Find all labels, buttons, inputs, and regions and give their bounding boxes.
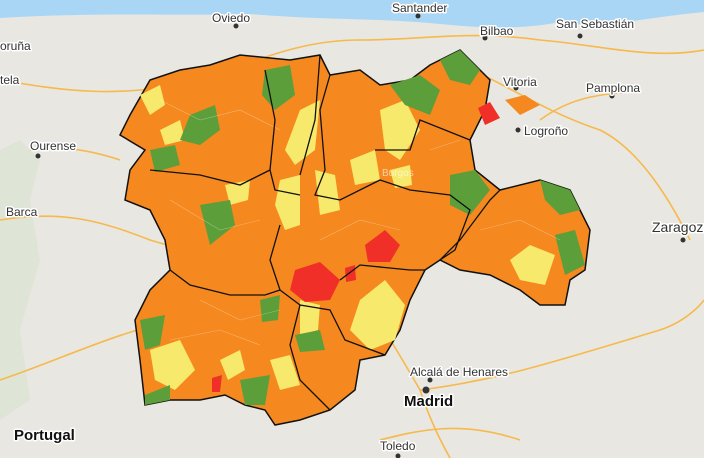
city-label: Santander <box>392 1 447 15</box>
city-label: Alcalá de Henares <box>410 365 508 379</box>
city-label: Logroño <box>524 124 568 138</box>
municipal-lines <box>159 99 561 346</box>
city-label: Pamplona <box>586 81 640 95</box>
city-dots <box>35 13 686 458</box>
region <box>119 49 591 426</box>
city-label: tela <box>0 73 20 87</box>
city-label: Toledo <box>380 439 416 453</box>
green-areas <box>140 50 585 405</box>
yellow-areas <box>140 85 555 390</box>
city-label: Oviedo <box>212 11 250 25</box>
city-label: Madrid <box>404 393 453 410</box>
city-label: Burgos <box>382 168 414 179</box>
city-label: oruña <box>0 39 31 53</box>
country-label: Portugal <box>14 427 75 444</box>
sea <box>0 0 704 28</box>
city-label: Zaragoza <box>652 219 704 235</box>
city-label: San Sebastián <box>556 17 634 31</box>
city-label: Bilbao <box>480 24 514 38</box>
city-label: Ourense <box>30 139 76 153</box>
treviño <box>505 95 540 115</box>
city-label: Vitoria <box>503 75 537 89</box>
red-areas <box>212 102 500 392</box>
terrain <box>0 140 40 420</box>
city-label: Barca <box>6 205 38 219</box>
region-fill <box>119 49 591 426</box>
province-borders <box>149 54 501 411</box>
